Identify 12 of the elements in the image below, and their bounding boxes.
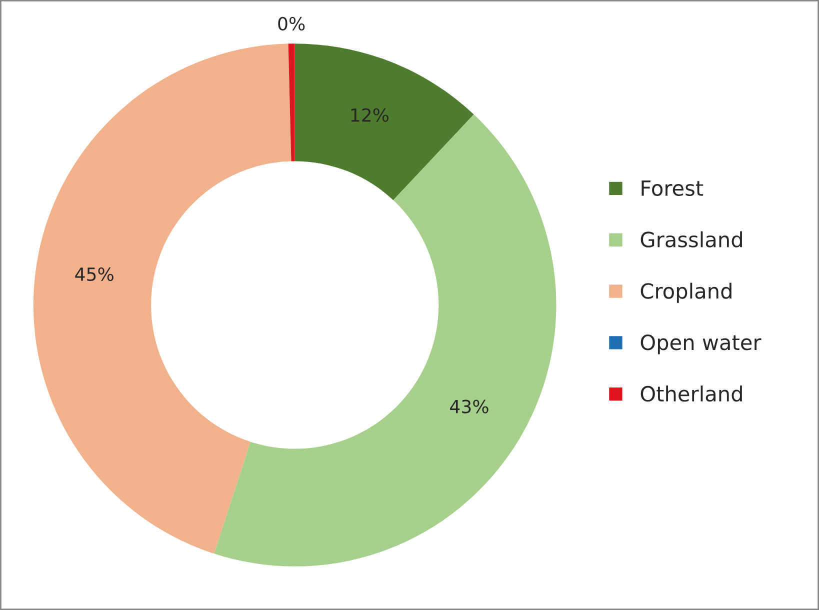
- legend-label: Forest: [642, 180, 704, 196]
- data-label: 12%: [351, 108, 388, 122]
- data-label: 0%: [278, 16, 305, 31]
- legend-label: Cropland: [640, 282, 732, 303]
- legend-label: Open water: [640, 334, 762, 354]
- donut-slice: [34, 44, 292, 554]
- legend-label: Otherland: [640, 386, 742, 402]
- data-label: 43%: [450, 400, 488, 414]
- donut-slice: [294, 44, 474, 200]
- donut-slice: [288, 44, 295, 162]
- legend-label: Grassland: [640, 231, 742, 248]
- data-label: 45%: [75, 267, 114, 282]
